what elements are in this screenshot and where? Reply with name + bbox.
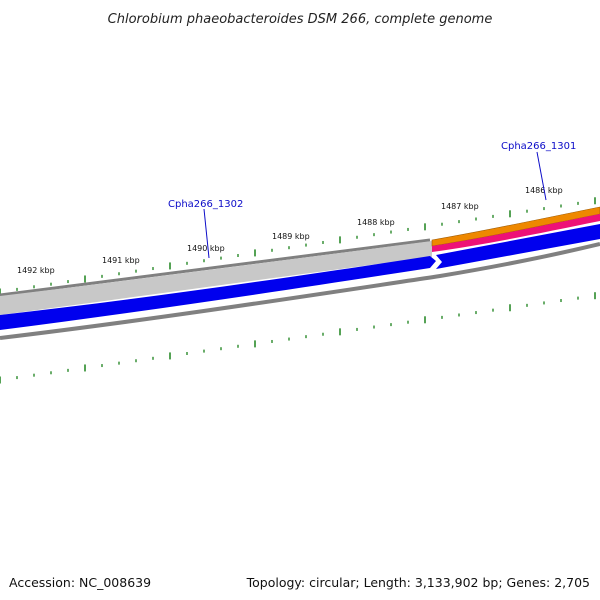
gray-feature-segment <box>0 241 432 315</box>
pink-feature-track[interactable] <box>432 214 600 252</box>
gene-label-cpha266-1302[interactable]: Cpha266_1302 <box>168 199 243 210</box>
upper-tick-ring <box>0 197 596 296</box>
orange-feature-track[interactable] <box>431 206 600 247</box>
gene-arrow-cpha266-1301[interactable] <box>436 224 600 269</box>
outer-backbone-line <box>0 238 431 297</box>
inner-backbone-line <box>0 242 600 340</box>
gene-arrow-cpha266-1302[interactable] <box>0 256 436 330</box>
tick-label-1490: 1490 kbp <box>187 244 225 253</box>
tick-label-1492: 1492 kbp <box>17 266 55 275</box>
tick-label-1487: 1487 kbp <box>441 202 479 211</box>
accession-text: Accession: NC_008639 <box>9 575 151 590</box>
tick-label-1488: 1488 kbp <box>357 218 395 227</box>
map-title: Chlorobium phaeobacteroides DSM 266, com… <box>108 12 493 27</box>
tick-label-1491: 1491 kbp <box>102 256 140 265</box>
leader-line-cpha266-1302 <box>203 208 210 259</box>
lower-tick-ring <box>0 292 596 384</box>
leader-line-cpha266-1301 <box>536 151 547 201</box>
tick-label-1489: 1489 kbp <box>272 232 310 241</box>
genome-summary-text: Topology: circular; Length: 3,133,902 bp… <box>246 575 590 590</box>
gene-label-cpha266-1301[interactable]: Cpha266_1301 <box>501 141 576 152</box>
